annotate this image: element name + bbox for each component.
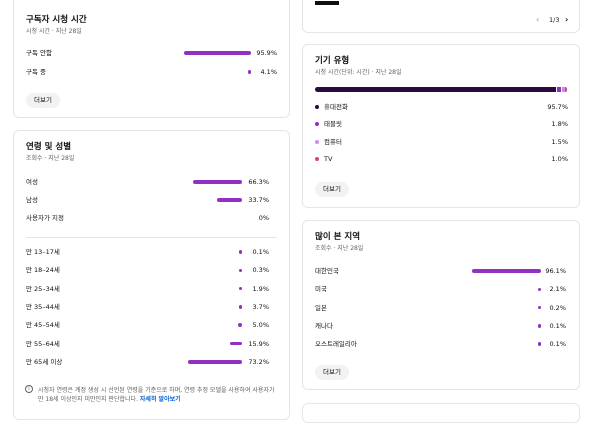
row-value: 96.1%: [545, 266, 566, 275]
row-label: 오스트레일리아: [315, 339, 357, 348]
device-card: 기기 유형 시청 시간(단위: 시간) · 지난 28일 더보기 휴대전화 95.…: [302, 44, 580, 208]
row-value: 0.2%: [549, 303, 566, 312]
regions-card: 많이 본 지역 조회수 · 지난 28일 더보기 대한민국 96.1% 미국 2.1%…: [302, 220, 580, 390]
row-value: 66.3%: [248, 177, 269, 186]
card-title: 기기 유형: [315, 55, 350, 66]
more-button[interactable]: 더보기: [26, 93, 60, 108]
row-label: 캐나다: [315, 321, 333, 330]
row-label: 만 65세 이상: [26, 357, 63, 366]
bar: [247, 70, 251, 74]
row-value: 95.9%: [256, 48, 277, 57]
row-label: 대한민국: [315, 266, 339, 275]
stack-segment: [565, 87, 568, 92]
thumbnail: [315, 1, 339, 5]
card-subtitle: 시청 시간 · 지난 28일: [26, 28, 82, 35]
bar: [537, 324, 541, 328]
row-label: 여성: [26, 177, 38, 186]
row-value: 3.7%: [252, 302, 269, 311]
bar: [183, 51, 251, 55]
note: 시청자 연령은 계정 생성 시 선언된 연령을 기준으로 하며, 연령 추정 모…: [38, 386, 278, 404]
row-label: 미국: [315, 285, 327, 294]
row-value: 1.9%: [252, 284, 269, 293]
row-label: 만 55–64세: [26, 339, 60, 348]
next-card: [302, 403, 580, 423]
bar: [238, 250, 242, 254]
bar: [537, 287, 541, 292]
page: ‹ 1/3 › 구독자 시청 시간 시청 시간 · 지난 28일 더보기 구독 …: [13, 0, 580, 423]
bar: [192, 180, 242, 184]
row-label: 일본: [315, 303, 327, 312]
legend-dot: [315, 156, 319, 161]
row-label: 컴퓨터: [324, 137, 342, 146]
more-button[interactable]: 더보기: [315, 365, 349, 380]
row-value: 0%: [258, 213, 269, 222]
row-label: 사용자가 지정: [26, 213, 64, 222]
row-value: 1.8%: [551, 120, 568, 129]
card-subtitle: 조회수 · 지난 28일: [26, 155, 75, 162]
top-card: ‹ 1/3 ›: [302, 0, 580, 33]
card-title: 구독자 시청 시간: [26, 14, 87, 25]
divider: [26, 237, 277, 238]
bar: [471, 269, 541, 273]
bar: [537, 305, 541, 310]
age-gender-card: 연령 및 성별 조회수 · 지난 28일 i 시청자 연령은 계정 생성 시 선…: [13, 130, 290, 420]
row-value: 0.3%: [252, 266, 269, 275]
row-label: TV: [324, 154, 333, 163]
row-label: 만 45–54세: [26, 320, 60, 329]
prev-page[interactable]: ‹: [536, 15, 540, 24]
row-label: 구독 안함: [26, 48, 52, 57]
row-label: 휴대전화: [324, 102, 348, 111]
row-label: 만 35–44세: [26, 302, 60, 311]
next-page[interactable]: ›: [565, 15, 569, 24]
card-subtitle: 시청 시간(단위: 시간) · 지난 28일: [315, 69, 402, 76]
row-value: 95.7%: [547, 102, 568, 111]
legend-dot: [315, 122, 319, 127]
row-value: 0.1%: [549, 321, 566, 330]
row-value: 0.1%: [252, 247, 269, 256]
legend-dot: [315, 105, 319, 109]
bar: [238, 305, 242, 309]
card-title: 많이 본 지역: [315, 231, 361, 242]
bar: [238, 268, 242, 273]
row-value: 1.0%: [551, 154, 568, 163]
subscriber-card: 구독자 시청 시간 시청 시간 · 지난 28일 더보기 구독 안함 95.9% 구…: [13, 0, 290, 118]
stack-segment: [561, 87, 565, 92]
row-label: 태블릿: [324, 120, 342, 129]
note-text: 시청자 연령은 계정 생성 시 선언된 연령을 기준으로 하며, 연령 추정 모…: [38, 387, 275, 403]
row-label: 구독 중: [26, 67, 47, 76]
row-label: 만 25–34세: [26, 284, 60, 293]
legend-dot: [315, 139, 319, 144]
card-title: 연령 및 성별: [26, 141, 72, 152]
bar: [537, 342, 541, 346]
row-value: 4.1%: [260, 67, 277, 76]
row-value: 33.7%: [248, 195, 269, 204]
bar: [187, 360, 242, 364]
bar: [217, 198, 242, 202]
stack-segment: [315, 87, 557, 92]
bar: [230, 341, 242, 346]
row-value: 5.0%: [252, 320, 269, 329]
bar: [238, 323, 242, 327]
pagination: 1/3: [549, 15, 560, 24]
info-icon: i: [25, 385, 33, 393]
row-value: 0.1%: [549, 339, 566, 348]
stack-segment: [557, 87, 561, 92]
card-subtitle: 조회수 · 지난 28일: [315, 245, 364, 252]
row-label: 만 13–17세: [26, 247, 60, 256]
row-value: 2.1%: [549, 285, 566, 294]
learn-more-link[interactable]: 자세히 알아보기: [139, 396, 181, 403]
row-value: 73.2%: [248, 357, 269, 366]
more-button[interactable]: 더보기: [315, 182, 349, 197]
row-value: 15.9%: [248, 339, 269, 348]
row-label: 만 18–24세: [26, 266, 60, 275]
row-value: 1.5%: [551, 137, 568, 146]
row-label: 남성: [26, 195, 38, 204]
bar: [238, 286, 242, 291]
